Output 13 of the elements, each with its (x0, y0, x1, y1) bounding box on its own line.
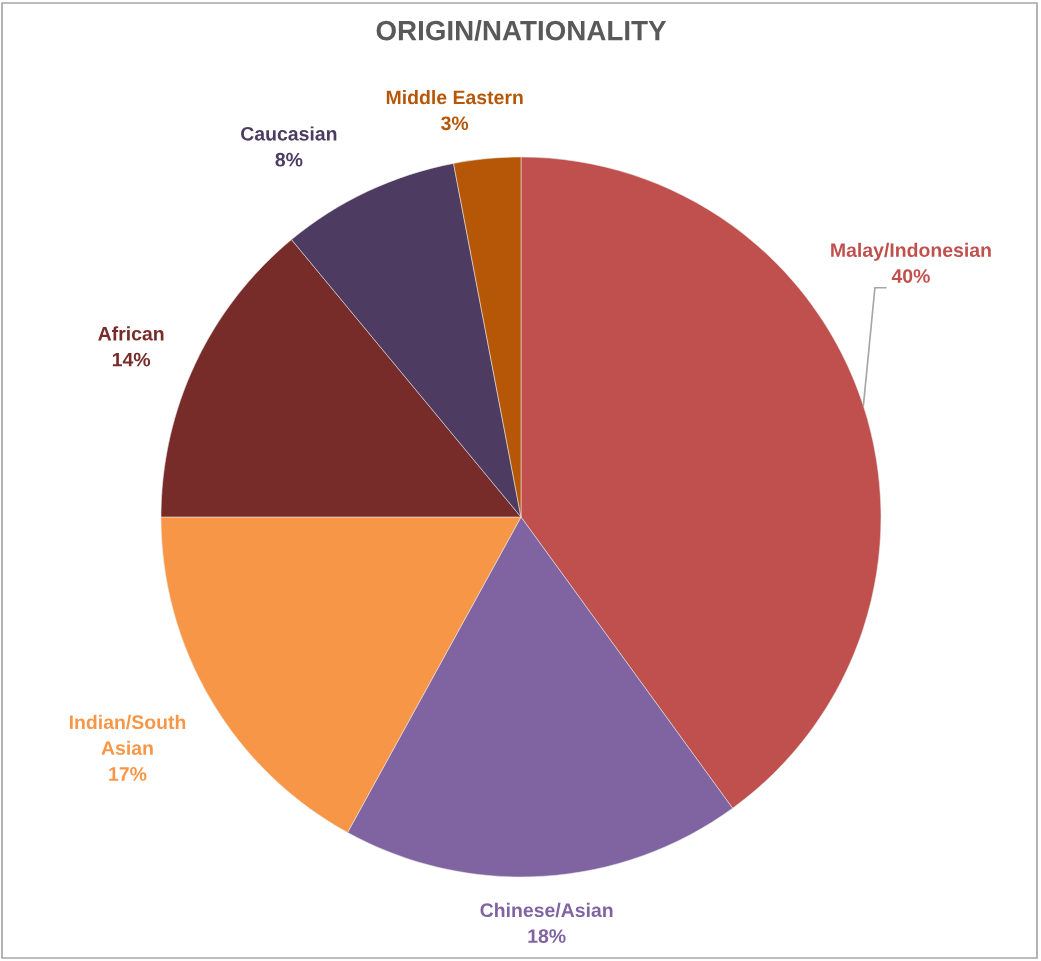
data-label: 40% (891, 269, 930, 283)
slice-label: African (98, 326, 164, 341)
slice-label: Indian/South Asian (69, 714, 186, 755)
slice-label: Malay/Indonesian (831, 242, 991, 261)
data-label: 3% (441, 116, 469, 131)
slice-label: Middle Eastern (386, 89, 523, 105)
slice-label: Chinese/Asian (480, 902, 613, 918)
slice-label: Caucasian (241, 126, 337, 141)
chart-title: ORIGIN/NATIONALITY (376, 20, 667, 41)
data-label: 17% (109, 767, 147, 781)
data-label: 14% (112, 352, 151, 367)
data-label: 18% (528, 929, 566, 943)
data-label: 8% (275, 152, 303, 167)
